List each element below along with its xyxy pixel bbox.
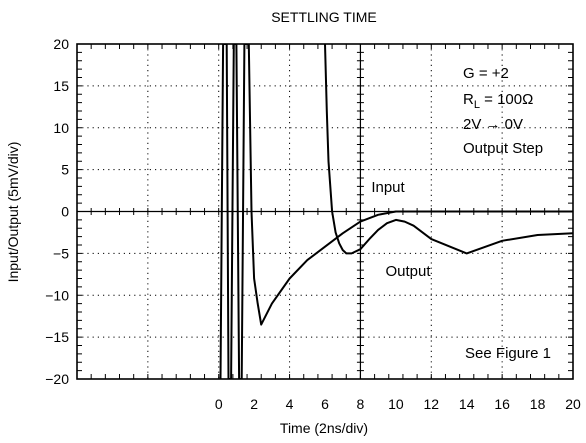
x-tick-label: 0: [215, 396, 223, 412]
x-tick-label: 6: [321, 396, 329, 412]
y-tick-label: −20: [45, 371, 69, 387]
condition-output-step: Output Step: [463, 140, 543, 157]
x-tick-label: 18: [530, 396, 546, 412]
x-tick-labels: 0 2 4 6 8 10 12 14 16 18 20: [215, 396, 581, 412]
x-tick-label: 14: [459, 396, 475, 412]
x-tick-label: 10: [388, 396, 404, 412]
y-tick-label: −15: [45, 329, 69, 345]
y-tick-label: 20: [53, 36, 69, 52]
x-tick-label: 8: [357, 396, 365, 412]
x-tick-label: 16: [494, 396, 510, 412]
x-tick-label: 2: [250, 396, 258, 412]
x-tick-label: 20: [565, 396, 581, 412]
x-axis-label: Time (2ns/div): [280, 420, 368, 436]
y-axis-label: Input/Output (5mV/div): [5, 142, 21, 283]
condition-gain: G = +2: [463, 65, 509, 82]
y-tick-label: 5: [61, 162, 69, 178]
condition-step: 2V → 0V: [463, 116, 523, 133]
condition-box: G = +2 RL = 100Ω 2V → 0V Output Step: [463, 65, 543, 157]
annotation-output: Output: [385, 263, 431, 280]
note-see-figure: See Figure 1: [465, 345, 551, 362]
y-tick-labels: 20 15 10 5 0 −5 −10 −15 −20: [45, 36, 69, 387]
x-tick-label: 12: [423, 396, 439, 412]
y-tick-label: 0: [61, 204, 69, 220]
x-tick-label: 4: [286, 396, 294, 412]
y-tick-label: −5: [53, 245, 69, 261]
y-tick-label: −10: [45, 287, 69, 303]
annotation-input: Input: [371, 179, 405, 196]
y-tick-label: 10: [53, 120, 69, 136]
chart-title: SETTLING TIME: [271, 9, 377, 25]
y-tick-label: 15: [53, 78, 69, 94]
condition-load: RL = 100Ω: [463, 91, 533, 111]
